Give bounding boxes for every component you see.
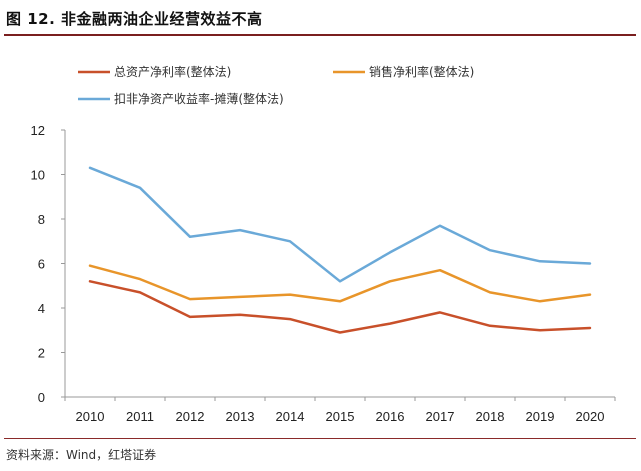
- y-tick-label: 6: [38, 257, 45, 272]
- title-rule: [4, 34, 636, 36]
- x-tick-label: 2015: [326, 409, 355, 424]
- y-tick-label: 10: [31, 168, 45, 183]
- x-tick-label: 2012: [176, 409, 205, 424]
- source-rule: [4, 438, 636, 439]
- y-tick-label: 12: [31, 123, 45, 138]
- x-tick-label: 2014: [276, 409, 305, 424]
- y-tick-label: 2: [38, 346, 45, 361]
- legend-label-1: 总资产净利率(整体法): [114, 64, 231, 79]
- x-tick-label: 2018: [476, 409, 505, 424]
- figure-title: 图 12. 非金融两油企业经营效益不高: [6, 10, 263, 28]
- source-note: 资料来源：Wind，红塔证券: [6, 448, 157, 462]
- x-tick-label: 2017: [426, 409, 455, 424]
- x-tick-label: 2013: [226, 409, 255, 424]
- series-line-1: [88, 280, 592, 334]
- y-tick-label: 0: [38, 390, 45, 405]
- y-tick-label: 8: [38, 212, 45, 227]
- y-tick-label: 4: [38, 301, 45, 316]
- x-tick-label: 2016: [376, 409, 405, 424]
- x-tick-label: 2010: [76, 409, 105, 424]
- legend-label-2: 销售净利率(整体法): [369, 64, 474, 79]
- series-line-2: [88, 264, 592, 303]
- series-line-3: [88, 166, 592, 283]
- x-tick-label: 2011: [126, 409, 154, 424]
- x-tick-label: 2019: [526, 409, 555, 424]
- x-tick-label: 2020: [576, 409, 605, 424]
- legend-label-3: 扣非净资产收益率-摊薄(整体法): [114, 91, 284, 106]
